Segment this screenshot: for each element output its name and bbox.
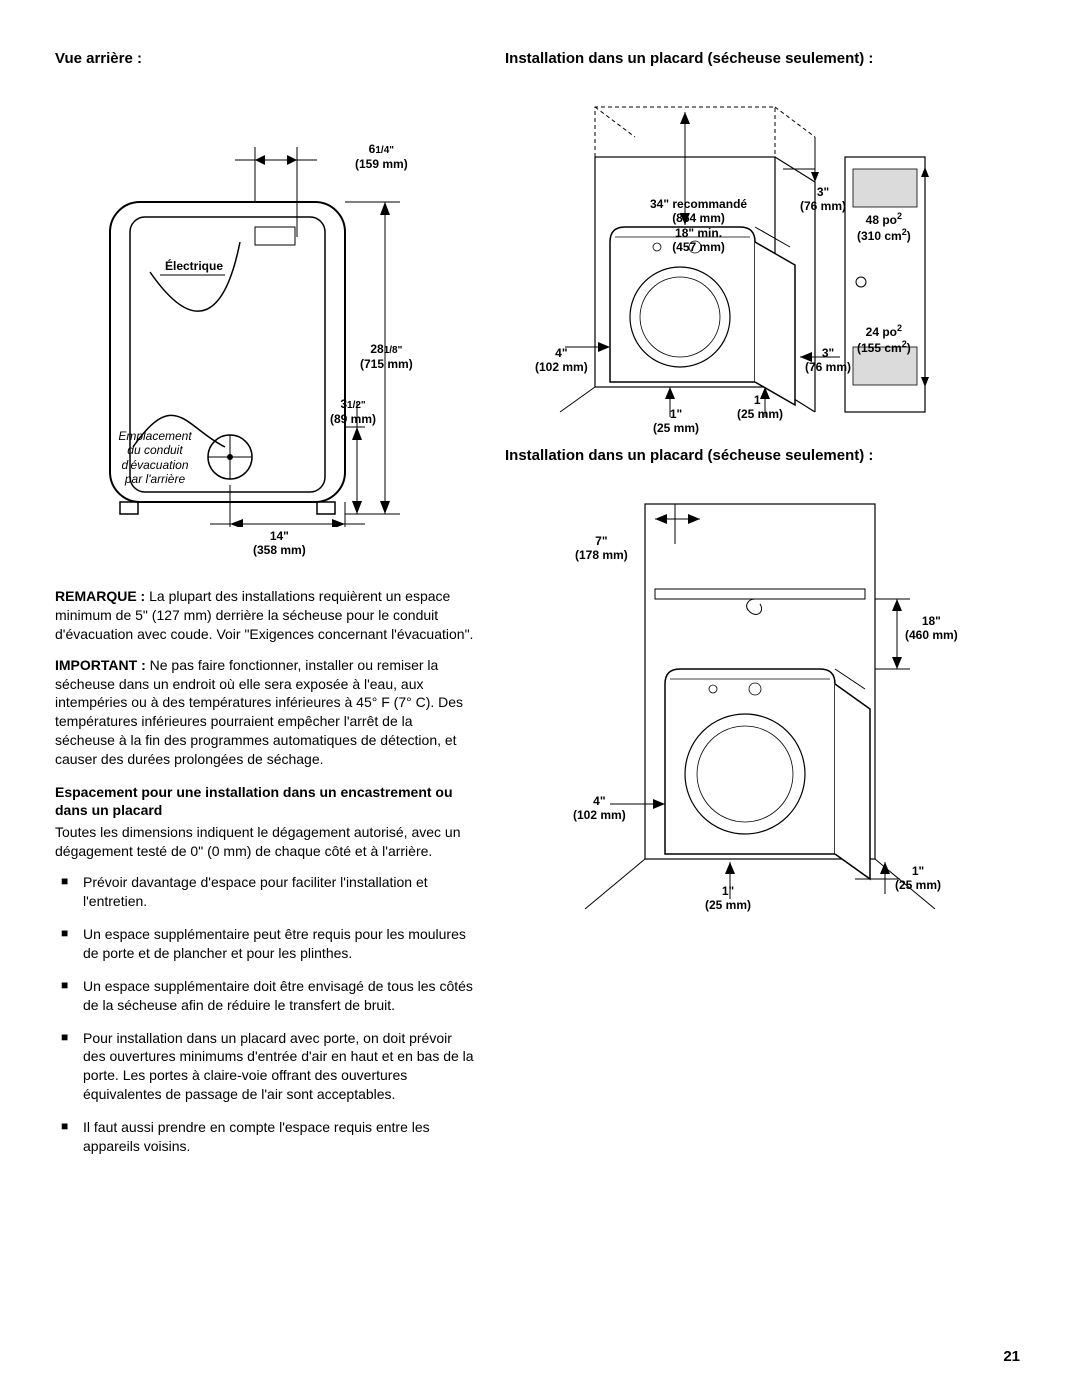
important-para: IMPORTANT : Ne pas faire fonctionner, in… — [55, 656, 475, 769]
page-number: 21 — [1003, 1348, 1020, 1365]
label-emplacement: Emplacement du conduit d'évacuation par … — [105, 429, 205, 487]
intro-text: Toutes les dimensions indiquent le dégag… — [55, 823, 475, 861]
closet-diagram-1: 34" recommandé (864 mm) 18" min. (457 mm… — [505, 87, 1005, 427]
dim-4: 4" (102 mm) — [535, 346, 588, 375]
dim-right: 281/8" (715 mm) — [360, 342, 413, 371]
dim-1a-b: 1" (25 mm) — [705, 884, 751, 913]
dim-3bot: 3" (76 mm) — [805, 346, 851, 375]
bullet-item: Pour installation dans un placard avec p… — [55, 1029, 475, 1105]
bullet-item: Un espace supplémentaire doit être envis… — [55, 977, 475, 1015]
closet-heading-1: Installation dans un placard (sécheuse s… — [505, 50, 1025, 67]
bullet-item: Prévoir davantage d'espace pour facilite… — [55, 873, 475, 911]
bullet-item: Il faut aussi prendre en compte l'espace… — [55, 1118, 475, 1156]
dim-7: 7" (178 mm) — [575, 534, 628, 563]
dim-top: 61/4" (159 mm) — [355, 142, 408, 171]
dim-3top: 3" (76 mm) — [800, 185, 846, 214]
label-electrique: Électrique — [165, 259, 223, 273]
closet-diagram-2: 7" (178 mm) 18" (460 mm) 4" (102 mm) 1" … — [505, 484, 1005, 924]
dim-48: 48 po2 (310 cm2) — [857, 211, 911, 244]
dim-1b-b: 1" (25 mm) — [895, 864, 941, 893]
rear-view-heading: Vue arrière : — [55, 50, 475, 67]
dim-34rec: 34" recommandé (864 mm) 18" min. (457 mm… — [650, 197, 747, 255]
dim-bottom: 14" (358 mm) — [253, 529, 306, 558]
dim-mid: 31/2" (89 mm) — [330, 397, 376, 426]
dim-4-b: 4" (102 mm) — [573, 794, 626, 823]
bullet-item: Un espace supplémentaire peut être requi… — [55, 925, 475, 963]
section-head: Espacement pour une installation dans un… — [55, 783, 475, 819]
rear-view-diagram: Électrique Emplacement du conduit d'évac… — [55, 87, 455, 527]
remarque-para: REMARQUE : La plupart des installations … — [55, 587, 475, 644]
dim-24: 24 po2 (155 cm2) — [857, 323, 911, 356]
bullet-list: Prévoir davantage d'espace pour facilite… — [55, 873, 475, 1156]
dim-18: 18" (460 mm) — [905, 614, 958, 643]
dim-1b: 1" (25 mm) — [737, 393, 783, 422]
dim-1a: 1" (25 mm) — [653, 407, 699, 436]
closet-heading-2: Installation dans un placard (sécheuse s… — [505, 447, 1025, 464]
